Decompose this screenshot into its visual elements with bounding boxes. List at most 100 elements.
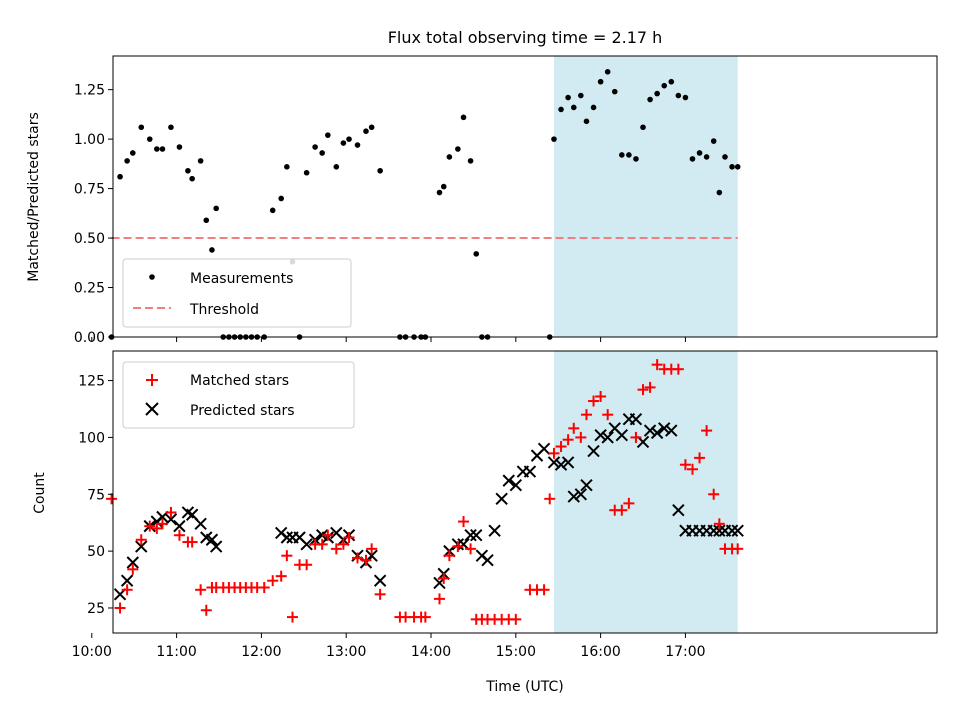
measurement-point	[124, 158, 130, 164]
measurement-point	[185, 167, 191, 174]
measurement-point	[284, 164, 290, 170]
matched-point	[301, 559, 313, 571]
measurement-point	[604, 69, 611, 75]
predicted-point	[547, 456, 561, 469]
predicted-point	[594, 428, 607, 442]
ratio-y-label: Matched/Predicted stars	[26, 112, 42, 282]
count-legend: Matched stars Predicted stars	[122, 361, 355, 429]
ratio-highlight-band	[553, 56, 738, 337]
measurement-point	[551, 136, 557, 142]
x-axis-label: Time (UTC)	[485, 679, 563, 695]
predicted-point	[523, 465, 537, 478]
matched-point	[127, 563, 139, 575]
matched-point	[330, 543, 342, 555]
ratio-panel: 0.00 0.25 0.50 0.75 1.00 1.25 Matched/Predict…	[26, 55, 938, 346]
measurement-point	[467, 158, 474, 164]
measurement-point	[154, 146, 160, 152]
matched-point	[452, 541, 464, 553]
measurement-point	[703, 154, 710, 160]
measurement-point	[333, 164, 340, 170]
count-legend-box	[122, 361, 355, 429]
predicted-point	[629, 413, 643, 426]
measurement-point	[716, 189, 723, 196]
matched-point	[114, 602, 126, 614]
predicted-point	[567, 490, 580, 503]
predicted-point	[643, 424, 657, 437]
count-plot-frame	[112, 350, 938, 634]
measurement-point	[455, 146, 461, 152]
measurement-point	[346, 136, 352, 142]
measurement-point	[440, 183, 447, 190]
matched-point	[544, 493, 556, 505]
measurement-point	[319, 150, 325, 156]
measurement-point	[565, 94, 571, 101]
count-ytick-label: 75	[87, 487, 105, 503]
measurement-point	[710, 138, 717, 144]
measurement-point	[278, 195, 284, 202]
matched-point	[465, 543, 477, 555]
predicted-legend-marker	[145, 402, 159, 416]
predicted-point	[537, 442, 551, 455]
matched-point	[510, 613, 522, 625]
predicted-point	[707, 524, 720, 537]
predicted-point	[495, 492, 508, 506]
measurement-point	[354, 142, 361, 148]
measurement-point	[597, 78, 604, 85]
predicted-point	[209, 540, 223, 553]
matched-point	[701, 425, 713, 437]
threshold-legend-label: Threshold	[189, 302, 259, 318]
matched-point	[672, 363, 684, 375]
matched-point	[637, 384, 649, 396]
matched-point	[732, 543, 744, 555]
measurement-point	[340, 140, 347, 146]
ratio-y-axis: 0.00 0.25 0.50 0.75 1.00 1.25	[74, 83, 113, 346]
matched-point	[458, 516, 470, 528]
measurement-point	[640, 124, 646, 131]
matched-point	[562, 434, 574, 446]
matched-point	[644, 381, 656, 393]
predicted-point	[205, 533, 219, 546]
measurement-point	[168, 124, 174, 131]
measurement-point	[570, 104, 577, 111]
count-xtick-label: 11:00	[156, 644, 196, 660]
measurement-point	[583, 118, 590, 125]
matched-point	[630, 431, 642, 443]
measurement-point	[197, 158, 204, 164]
matched-point	[575, 431, 587, 443]
count-ytick-label: 50	[87, 544, 105, 560]
matched-point	[352, 552, 364, 564]
count-xtick-label: 13:00	[326, 644, 366, 660]
measurement-point	[460, 114, 467, 121]
predicted-point	[280, 531, 294, 544]
matched-point	[121, 584, 133, 596]
measurement-point	[138, 124, 145, 131]
measurement-point	[312, 144, 318, 150]
measurement-point	[668, 78, 675, 85]
predicted-point	[725, 524, 739, 537]
matched-point	[156, 518, 168, 530]
count-xtick-label: 17:00	[665, 644, 705, 660]
predicted-point	[580, 478, 593, 492]
matched-point	[708, 488, 720, 500]
predicted-point	[672, 503, 685, 517]
matched-point	[135, 534, 147, 546]
measurement-point	[446, 154, 453, 160]
measurement-point	[654, 90, 660, 97]
count-x-axis: 10:00 11:00 12:00 13:00 14:00 15:00 16:00 17:00	[72, 633, 706, 660]
measurement-point	[129, 150, 136, 156]
chart-title: Flux total observing time = 2.17 h	[388, 28, 663, 47]
predicted-point	[574, 488, 588, 501]
predicted-point	[650, 426, 664, 440]
ratio-ytick-label: 1.00	[74, 132, 105, 148]
count-xtick-label: 16:00	[580, 644, 620, 660]
measurement-point	[213, 205, 219, 212]
measurement-point	[696, 150, 703, 156]
measurement-point	[303, 169, 310, 176]
measurement-point	[269, 207, 276, 214]
count-xtick-label: 14:00	[411, 644, 451, 660]
predicted-point	[502, 474, 515, 487]
matched-point	[616, 504, 628, 516]
matched-point	[419, 611, 431, 623]
